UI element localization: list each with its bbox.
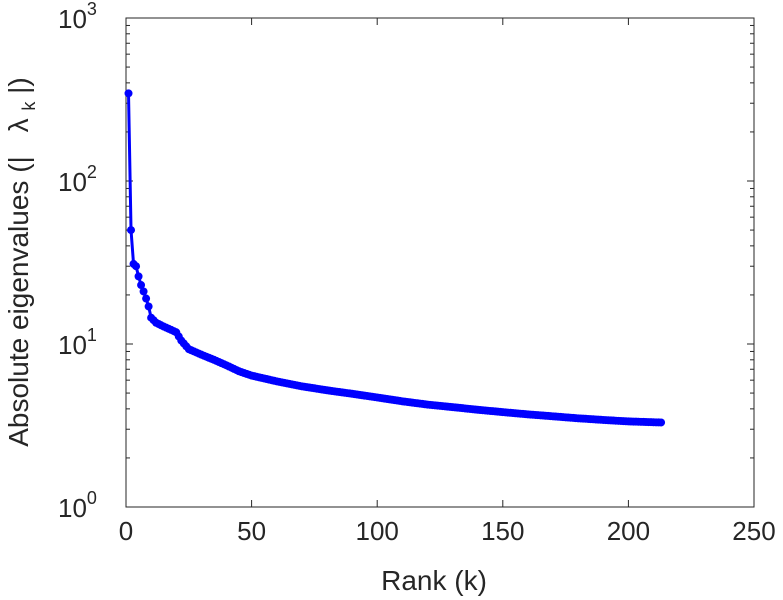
data-point: [137, 281, 146, 290]
y-axis-title: Absolute eigenvalues (| λ k |): [3, 77, 41, 447]
data-point: [142, 294, 151, 303]
data-point: [127, 226, 136, 235]
y-tick-exponent: 2: [87, 162, 97, 182]
y-tick-base: 10: [58, 493, 87, 523]
y-tick-label: 102: [58, 162, 97, 197]
data-point: [144, 302, 153, 311]
y-tick-exponent: 3: [87, 0, 97, 19]
data-point: [132, 262, 141, 271]
y-axis-title-subscript: k: [19, 101, 39, 111]
y-axis-title-prefix: Absolute eigenvalues (|: [3, 156, 34, 447]
x-tick-label: 250: [732, 516, 775, 546]
plot-area: [125, 17, 755, 508]
data-point: [139, 287, 148, 296]
x-axis-title: Rank (k): [381, 565, 487, 596]
data-point: [124, 89, 133, 98]
data-point: [134, 272, 143, 281]
y-tick-label: 101: [58, 325, 97, 360]
y-tick-base: 10: [58, 167, 87, 197]
data-point: [657, 418, 666, 427]
x-tick-label: 50: [237, 516, 266, 546]
y-tick-base: 10: [58, 330, 87, 360]
x-tick-label: 100: [356, 516, 399, 546]
y-tick-label: 100: [58, 488, 97, 523]
series-layer: [124, 89, 666, 427]
y-tick-base: 10: [58, 4, 87, 34]
y-axis-title-suffix: |): [3, 77, 34, 94]
y-tick-exponent: 1: [87, 325, 97, 345]
x-tick-label: 200: [607, 516, 650, 546]
y-tick-label: 103: [58, 0, 97, 34]
y-axis-title-symbol: λ: [3, 118, 34, 132]
y-tick-exponent: 0: [87, 488, 97, 508]
x-tick-label: 150: [481, 516, 524, 546]
x-tick-label: 0: [119, 516, 133, 546]
